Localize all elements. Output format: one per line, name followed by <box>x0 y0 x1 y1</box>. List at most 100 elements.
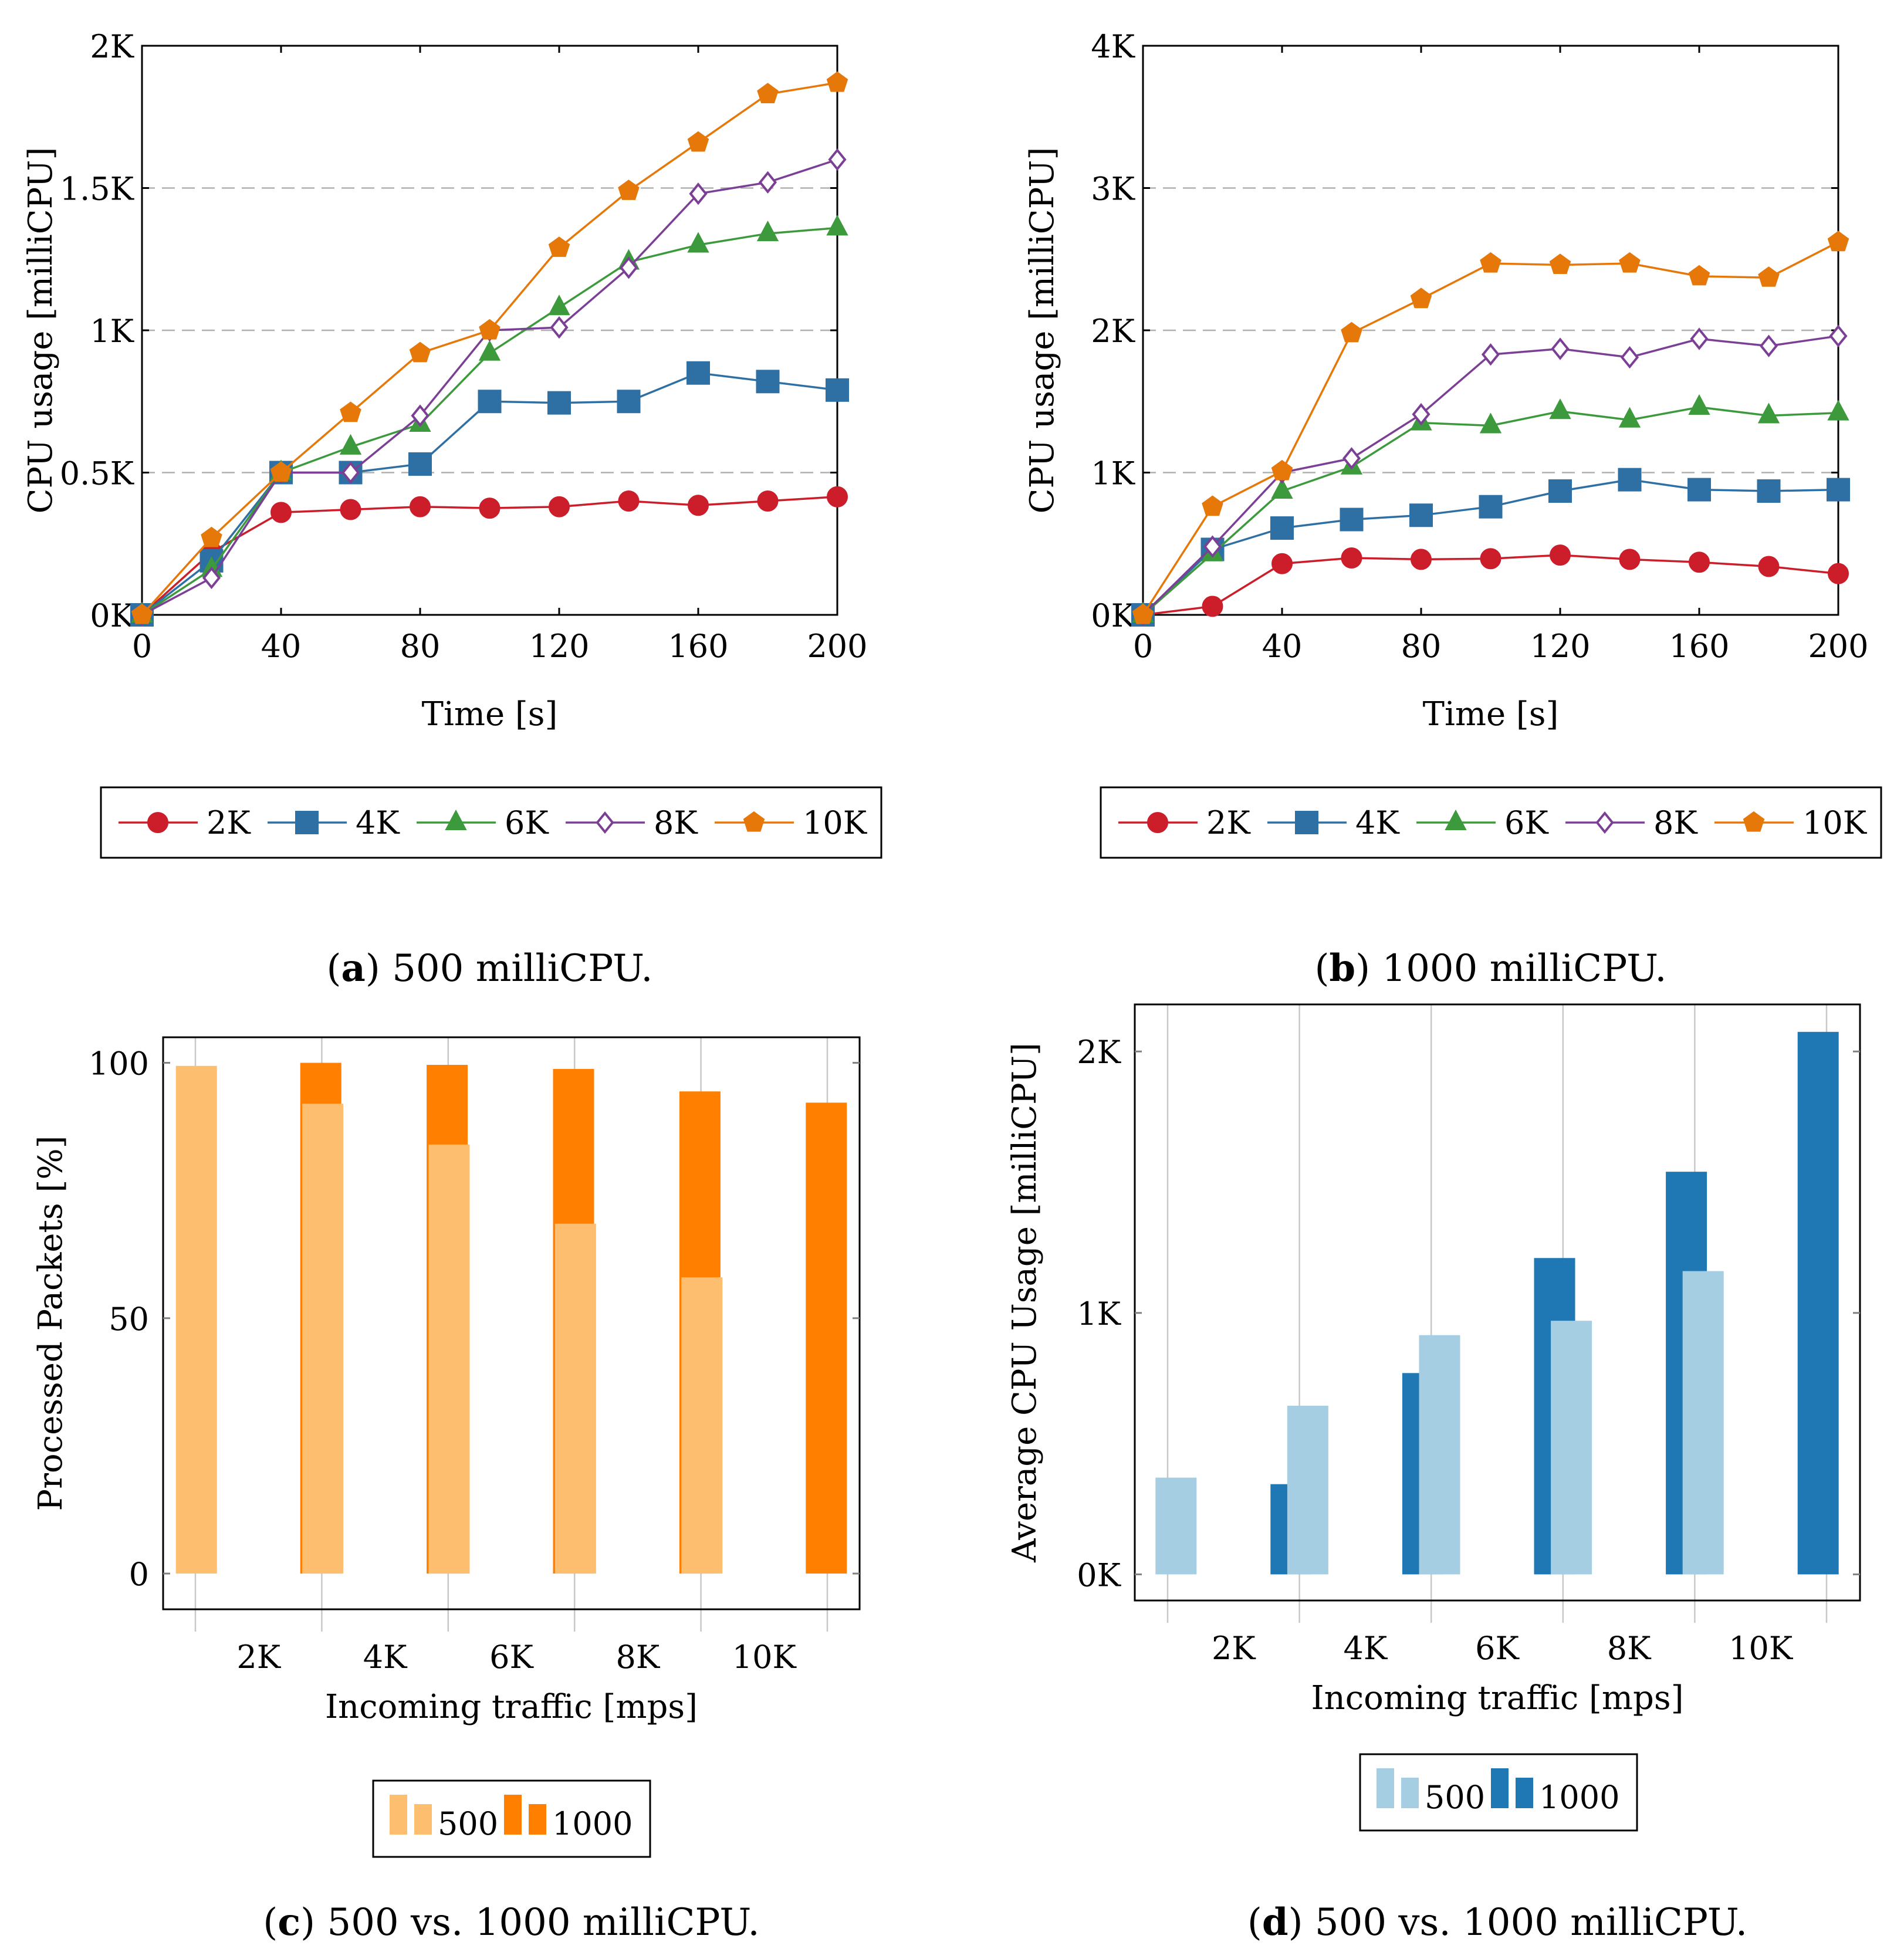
data-point-4K <box>1548 479 1572 503</box>
bar-500-8K <box>554 1223 596 1574</box>
bar-500-8K <box>1551 1321 1592 1575</box>
data-point-10K <box>1688 265 1710 286</box>
data-point-2K <box>757 490 779 512</box>
plot-frame <box>1134 1003 1861 1602</box>
legend: 500 1000 <box>372 1779 651 1858</box>
y-tick-label: 3K <box>1091 171 1135 208</box>
data-point-4K <box>1479 495 1503 519</box>
legend: 500 1000 <box>1359 1753 1638 1832</box>
x-tick-label: 0 <box>1133 628 1153 665</box>
data-point-4K <box>756 370 780 394</box>
data-point-8K <box>1342 447 1361 470</box>
y-tick-label: 0K <box>1091 597 1135 634</box>
data-point-2K <box>1411 549 1432 570</box>
data-point-2K <box>340 499 361 520</box>
x-tick-label: 160 <box>668 628 728 665</box>
legend-marker-2K <box>1147 812 1168 833</box>
series-2K <box>1132 544 1849 625</box>
data-point-2K <box>1619 549 1641 570</box>
data-point-4K <box>408 452 432 476</box>
x-tick-label: 80 <box>1401 628 1442 665</box>
data-point-10K <box>1758 266 1780 287</box>
legend-label: 2K <box>1206 804 1251 841</box>
data-point-4K <box>1757 479 1781 503</box>
legend-swatch-500 <box>1401 1778 1419 1808</box>
y-tick-label: 2K <box>1091 313 1135 350</box>
x-tick-label: 4K <box>1344 1630 1388 1667</box>
data-point-2K <box>270 502 292 523</box>
legend-label: 2K <box>207 804 251 841</box>
series-6K <box>131 215 848 622</box>
bar-500-6K <box>428 1144 470 1574</box>
data-point-6K <box>1757 402 1780 424</box>
legend-label: 8K <box>654 804 698 841</box>
legend-swatch-1000 <box>504 1795 522 1835</box>
panel-b-line-chart: 0K 1K 2K 3K 4K 0 40 80 120 160 200 Time [s] CPU usag… <box>1023 28 1882 990</box>
data-point-4K <box>1409 503 1433 527</box>
data-point-8K <box>1620 346 1639 369</box>
data-point-2K <box>479 498 500 519</box>
legend-label: 4K <box>356 804 400 841</box>
legend-label: 6K <box>1504 804 1549 841</box>
data-point-10K <box>826 71 848 92</box>
x-tick-label: 80 <box>400 628 441 665</box>
data-point-10K <box>687 131 709 152</box>
data-point-2K <box>1828 563 1849 584</box>
legend-label: 10K <box>1802 804 1868 841</box>
data-point-2K <box>1758 556 1780 577</box>
series-10K <box>1132 231 1849 624</box>
data-point-4K <box>1687 478 1711 502</box>
legend-swatch-1000 <box>1516 1778 1533 1808</box>
x-axis-label: Time [s] <box>1423 695 1559 733</box>
bar-500-2K <box>1155 1477 1197 1575</box>
legend-marker-8K <box>596 811 614 834</box>
data-point-4K <box>1827 478 1850 502</box>
y-tick-label: 2K <box>1077 1034 1121 1071</box>
x-tick-label: 4K <box>363 1639 408 1676</box>
data-point-6K <box>1479 412 1502 434</box>
bar-500-10K <box>681 1277 723 1574</box>
x-tick-label: 6K <box>489 1639 534 1676</box>
data-point-6K <box>478 340 501 361</box>
x-axis-label: Incoming traffic [mps] <box>1311 1679 1684 1717</box>
data-point-2K <box>410 496 431 517</box>
data-point-4K <box>826 378 849 402</box>
data-point-8K <box>1203 535 1222 558</box>
data-point-6K <box>687 232 709 253</box>
legend-swatch-1000 <box>1491 1768 1509 1808</box>
legend-label: 4K <box>1355 804 1400 841</box>
y-tick-label: 100 <box>89 1045 149 1082</box>
data-point-10K <box>340 401 361 422</box>
figure-caption: (b) 1000 milliCPU. <box>1314 946 1666 990</box>
data-point-8K <box>1481 343 1500 366</box>
x-tick-label: 8K <box>1607 1630 1652 1667</box>
x-tick-label: 6K <box>1475 1630 1520 1667</box>
y-axis-label: CPU usage [milliCPU] <box>1023 147 1061 514</box>
data-point-10K <box>548 236 570 257</box>
data-point-8K <box>550 316 569 339</box>
data-point-2K <box>1550 544 1571 566</box>
series-line-8K <box>1142 334 1839 616</box>
y-tick-label: 0K <box>90 597 134 634</box>
data-point-10K <box>618 180 640 200</box>
data-point-4K <box>1270 516 1294 540</box>
legend-label: 1000 <box>1539 1779 1619 1816</box>
data-point-2K <box>549 496 570 517</box>
legend-label: 500 <box>1425 1779 1485 1816</box>
x-axis-label: Incoming traffic [mps] <box>325 1688 698 1726</box>
x-axis-label: Time [s] <box>422 695 558 733</box>
figure-caption: (c) 500 vs. 1000 milliCPU. <box>263 1900 760 1944</box>
legend-marker-6K <box>445 809 467 830</box>
data-point-6K <box>339 434 362 455</box>
series-10K <box>131 71 848 624</box>
x-tick-label: 120 <box>1530 628 1590 665</box>
legend-marker-4K <box>1295 811 1318 834</box>
data-point-10K <box>409 341 431 363</box>
y-tick-label: 0 <box>129 1556 149 1593</box>
y-tick-label: 1K <box>90 313 134 350</box>
legend-marker-2K <box>147 812 168 833</box>
data-point-8K <box>1829 324 1848 347</box>
x-tick-label: 10K <box>732 1639 797 1676</box>
data-point-6K <box>1688 394 1710 415</box>
data-point-8K <box>689 182 708 205</box>
